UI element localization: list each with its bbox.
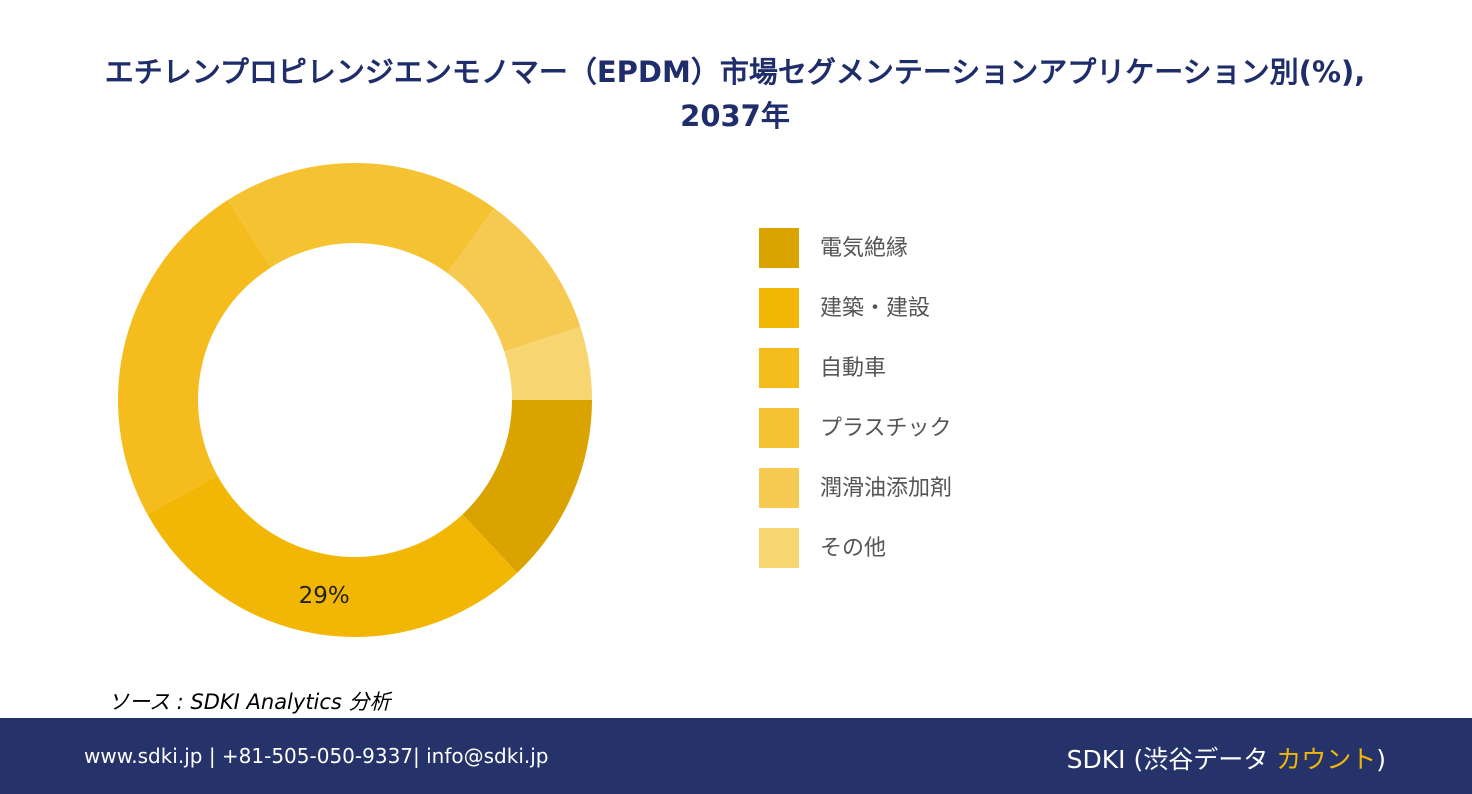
legend-swatch (759, 468, 799, 508)
legend-label: 自動車 (820, 356, 886, 381)
legend-label: 電気絶縁 (820, 236, 908, 261)
donut-segment (147, 475, 518, 637)
legend-swatch (759, 288, 799, 328)
legend-label: 潤滑油添加剤 (820, 476, 952, 501)
brand: SDKI (渋谷データ カウント) (1067, 740, 1386, 776)
brand-text: ) (1376, 745, 1386, 774)
footer: www.sdki.jp | +81-505-050-9337| info@sdk… (0, 718, 1472, 794)
legend-swatch (759, 228, 799, 268)
donut-segment (462, 400, 592, 573)
brand-text: SDKI (渋谷データ (1066, 745, 1277, 774)
donut-segment (118, 199, 271, 515)
contact: www.sdki.jp | +81-505-050-9337| info@sdk… (84, 744, 549, 768)
legend-label: 建築・建設 (820, 296, 930, 321)
donut-segment (228, 163, 495, 273)
legend-swatch (759, 528, 799, 568)
donut-segment (504, 326, 592, 400)
source: ソース : SDKI Analytics 分析 (108, 690, 391, 714)
legend-label: プラスチック (820, 416, 952, 441)
data-label: 29% (299, 583, 350, 609)
donut-segment (447, 208, 581, 352)
legend-swatch (759, 408, 799, 448)
brand-text: カウント (1276, 745, 1377, 774)
chart-title: エチレンプロピレンジエンモノマー（EPDM）市場セグメンテーションアプリケーショ… (104, 55, 1366, 133)
legend-swatch (759, 348, 799, 388)
legend-label: その他 (820, 536, 886, 561)
